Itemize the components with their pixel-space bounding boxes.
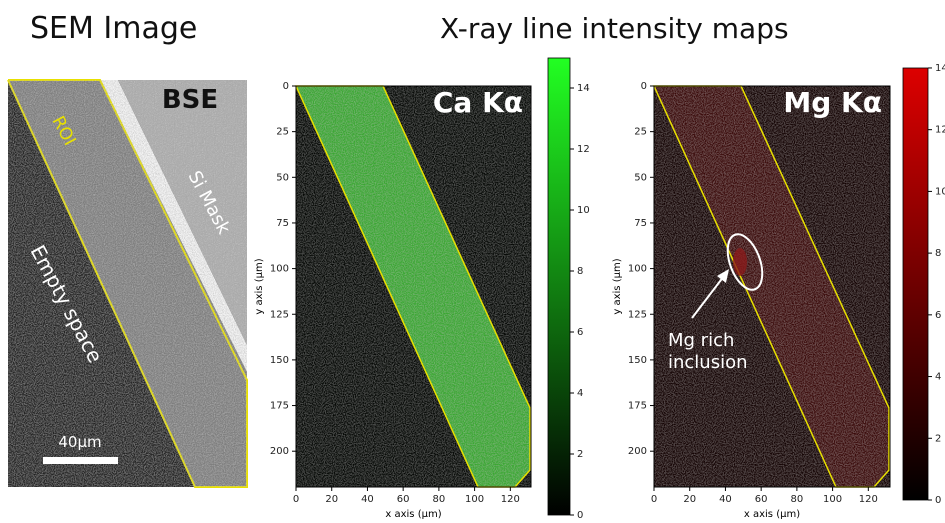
y-tick-label: 25 — [634, 127, 647, 138]
axes-frame — [295, 85, 532, 488]
y-tick-label: 200 — [628, 446, 647, 457]
x-tick-label: 20 — [325, 494, 338, 505]
map-label: Mg Kα — [783, 86, 882, 119]
x-tick-label: 0 — [651, 494, 657, 505]
colorbar-tick-label: 14 — [935, 63, 945, 74]
y-tick-label: 0 — [641, 81, 647, 92]
colorbar-tick-label: 10 — [577, 205, 590, 216]
title: X-ray line intensity maps — [440, 12, 789, 45]
x-tick-label: 60 — [397, 494, 410, 505]
y-tick-label: 25 — [276, 127, 289, 138]
y-tick-label: 75 — [634, 218, 647, 229]
y-tick-label: 200 — [270, 446, 289, 457]
colorbar-tick-label: 4 — [935, 372, 941, 383]
x-tick-label: 80 — [791, 494, 804, 505]
intensity-map: Mg Kα0 20 40 60 80 100 12002550751001251501752… — [612, 63, 945, 520]
arrowhead — [717, 269, 729, 283]
noise — [296, 86, 531, 487]
x-axis-label: x axis (µm) — [744, 509, 800, 520]
y-tick-label: 175 — [270, 401, 289, 412]
y-tick-label: 125 — [628, 309, 647, 320]
inclusion-highlight — [726, 233, 764, 291]
colorbar-tick-label: 6 — [935, 310, 941, 321]
y-tick-label: 150 — [270, 355, 289, 366]
y-tick-label: 175 — [628, 401, 647, 412]
scale-bar-label: 40µm — [58, 433, 101, 451]
y-axis-label: y axis (µm) — [254, 258, 265, 314]
label: BSE — [162, 85, 218, 115]
annotation: Mg rich — [668, 330, 734, 351]
x-tick-label: 40 — [719, 494, 732, 505]
x-tick-label: 20 — [683, 494, 696, 505]
intensity-map: Ca Kα0 20 40 60 80 100 12002550751001251501752… — [254, 57, 590, 521]
colorbar-tick-label: 14 — [577, 83, 590, 94]
axes-frame — [653, 85, 891, 488]
colorbar — [902, 67, 929, 501]
map-label: Ca Kα — [433, 86, 523, 119]
y-tick-label: 150 — [628, 355, 647, 366]
colorbar-tick-label: 8 — [935, 248, 941, 259]
colorbar-tick-label: 12 — [577, 144, 590, 155]
colorbar-tick-label: 2 — [935, 433, 941, 444]
y-tick-label: 100 — [628, 264, 647, 275]
x-tick-label: 120 — [501, 494, 520, 505]
x-tick-label: 100 — [465, 494, 484, 505]
x-axis-label: x axis (µm) — [385, 509, 441, 520]
x-tick-label: 80 — [433, 494, 446, 505]
y-tick-label: 50 — [634, 172, 647, 183]
title: SEM Image — [30, 11, 197, 46]
x-tick-label: 120 — [859, 494, 878, 505]
y-tick-label: 50 — [276, 172, 289, 183]
sem-image: BSE ROI Si Mask Empty space 40µm — [7, 79, 248, 488]
y-tick-label: 125 — [270, 309, 289, 320]
annotation: inclusion — [668, 352, 748, 373]
x-tick-label: 100 — [823, 494, 842, 505]
colorbar-tick-label: 8 — [577, 266, 583, 277]
x-tick-label: 0 — [293, 494, 299, 505]
colorbar-tick-label: 10 — [935, 186, 945, 197]
y-axis-label: y axis (µm) — [612, 258, 623, 314]
y-tick-label: 75 — [276, 218, 289, 229]
colorbar-tick-label: 0 — [935, 495, 941, 506]
x-tick-label: 60 — [755, 494, 768, 505]
colorbar — [547, 57, 571, 516]
colorbar-tick-label: 0 — [577, 510, 583, 521]
y-tick-label: 0 — [283, 81, 289, 92]
x-tick-label: 40 — [361, 494, 374, 505]
y-tick-label: 100 — [270, 264, 289, 275]
colorbar-tick-label: 4 — [577, 388, 583, 399]
colorbar-tick-label: 6 — [577, 327, 583, 338]
inclusion — [733, 248, 747, 276]
colorbar-tick-label: 12 — [935, 125, 945, 136]
arrow — [691, 275, 725, 319]
colorbar-tick-label: 2 — [577, 449, 583, 460]
noise — [654, 86, 890, 487]
